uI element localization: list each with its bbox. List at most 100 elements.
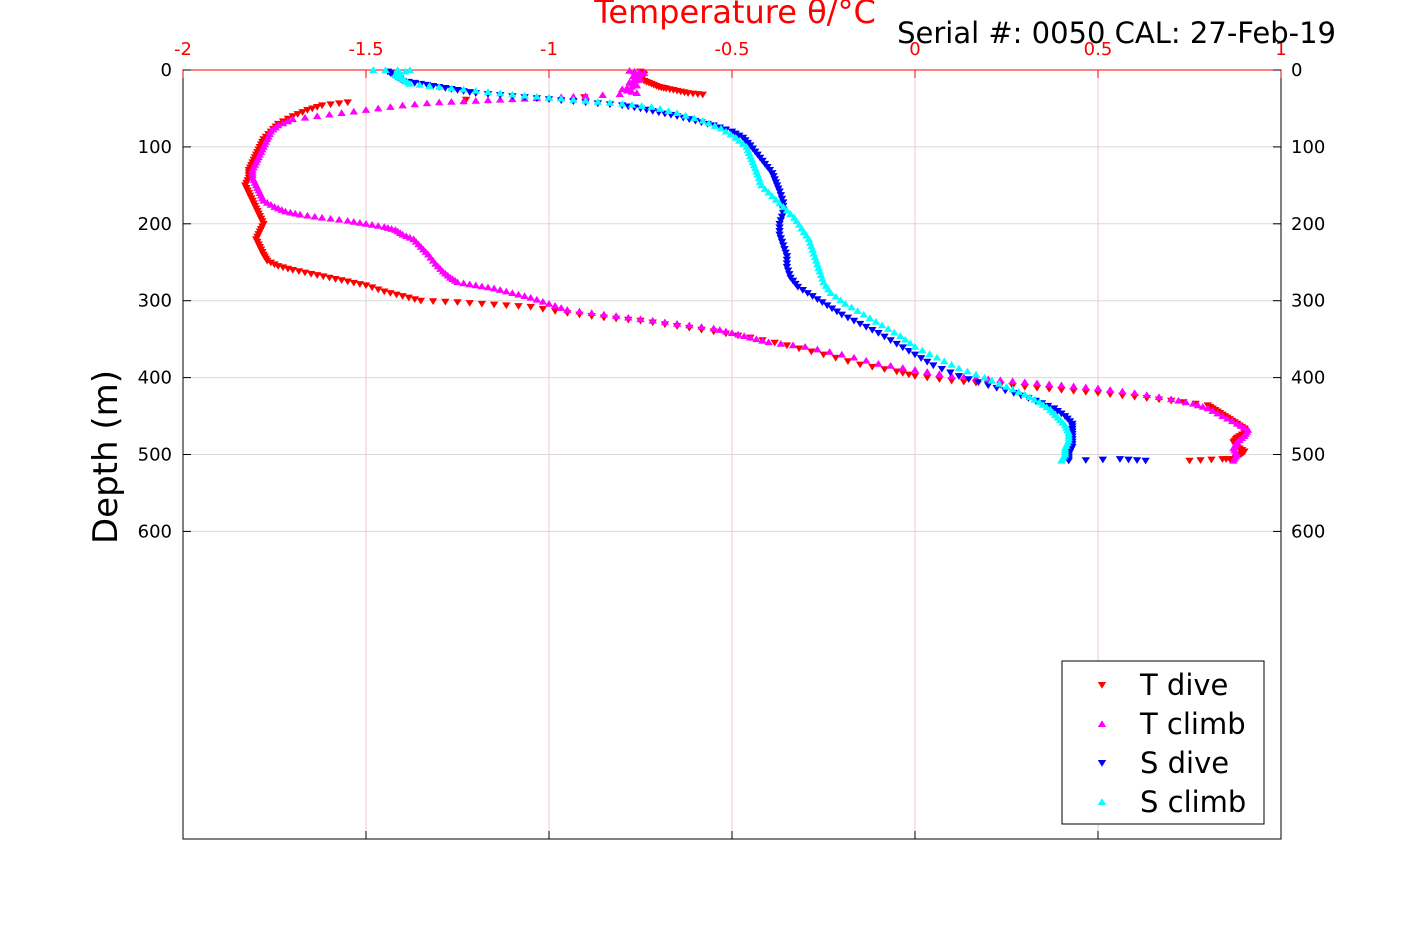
data-point <box>398 101 407 109</box>
data-point <box>575 307 584 315</box>
data-point <box>886 362 895 369</box>
data-point <box>581 92 590 100</box>
data-point <box>710 122 720 129</box>
data-point <box>281 207 290 215</box>
data-point <box>923 374 932 382</box>
data-point <box>306 270 316 278</box>
data-point <box>374 222 383 229</box>
x-tick-label: -1.5 <box>348 39 383 60</box>
data-point <box>910 351 920 359</box>
data-point <box>697 323 706 330</box>
data-point <box>698 116 707 124</box>
data-point <box>496 286 505 293</box>
data-point <box>410 100 419 108</box>
data-point <box>471 96 480 104</box>
data-point <box>367 284 377 292</box>
data-point <box>435 83 444 90</box>
data-point <box>782 256 792 264</box>
y-tick-label-right: 200 <box>1291 214 1325 235</box>
series-s-climb <box>369 66 1073 464</box>
legend-label: T climb <box>1139 707 1246 741</box>
data-point <box>940 357 949 365</box>
data-point <box>1002 383 1011 390</box>
data-point <box>874 330 883 337</box>
data-point <box>622 86 632 94</box>
data-point <box>1032 379 1042 387</box>
data-point <box>557 94 566 102</box>
data-point <box>727 329 737 336</box>
data-point <box>813 296 822 303</box>
data-point <box>291 209 300 217</box>
data-point <box>288 267 297 274</box>
data-point <box>715 326 724 333</box>
data-point <box>853 307 862 314</box>
data-point <box>477 300 487 308</box>
data-point <box>453 278 462 286</box>
data-point <box>831 354 840 362</box>
data-point <box>1020 383 1029 391</box>
data-point <box>1167 395 1176 403</box>
data-point <box>334 100 344 108</box>
y-tick-label-right: 100 <box>1291 137 1325 158</box>
data-point <box>775 188 784 196</box>
data-point <box>954 373 964 380</box>
data-point <box>465 280 474 288</box>
data-point <box>293 111 302 118</box>
data-point <box>405 80 415 87</box>
data-point <box>783 267 793 275</box>
data-point <box>1188 399 1198 407</box>
data-point <box>355 281 365 288</box>
data-point <box>925 350 934 357</box>
data-point <box>819 351 828 359</box>
data-point <box>381 66 390 73</box>
y-tick-label-left: 300 <box>138 291 172 312</box>
data-point <box>918 346 927 354</box>
data-point <box>624 313 633 321</box>
data-point <box>286 208 295 216</box>
data-point <box>1038 400 1048 408</box>
y-axis-ticks: 0 0 100 100 200 200 300 300 400 400 500 500 600 600 <box>138 60 1326 542</box>
data-point <box>331 275 340 283</box>
data-point <box>964 376 973 383</box>
y-tick-label-right: 600 <box>1291 521 1325 542</box>
data-point <box>278 119 288 127</box>
data-point <box>325 110 334 118</box>
data-point <box>270 261 279 269</box>
data-point <box>496 89 505 97</box>
data-point <box>1174 396 1183 404</box>
legend-label: S dive <box>1140 746 1229 780</box>
data-point <box>313 112 322 120</box>
data-point <box>632 89 642 97</box>
x-tick-label: 0.5 <box>1084 39 1113 60</box>
data-point <box>1132 457 1142 464</box>
legend: T dive T climb S dive S climb <box>1061 660 1265 825</box>
data-point <box>326 101 335 109</box>
data-point <box>877 321 887 329</box>
x-tick-label: -0.5 <box>714 39 749 60</box>
data-point <box>569 95 578 103</box>
data-point <box>880 333 889 341</box>
data-point <box>489 301 499 309</box>
data-point <box>841 299 850 307</box>
data-point <box>632 81 642 89</box>
data-point <box>1218 456 1227 463</box>
data-point <box>1142 391 1151 398</box>
data-point <box>775 220 784 228</box>
data-point <box>1228 417 1237 425</box>
data-point <box>827 305 837 313</box>
data-point <box>627 82 637 90</box>
data-point <box>871 317 881 325</box>
data-point <box>868 326 877 334</box>
data-point <box>1106 386 1115 393</box>
data-point <box>367 221 377 228</box>
data-point <box>361 220 371 227</box>
data-point <box>374 104 383 112</box>
data-point <box>294 268 304 276</box>
data-point <box>849 353 859 361</box>
data-point <box>1118 387 1127 395</box>
x-tick-label: 0 <box>909 39 920 60</box>
data-point <box>963 367 972 375</box>
data-point <box>1008 385 1017 393</box>
data-point <box>647 103 656 110</box>
data-point <box>776 192 785 199</box>
